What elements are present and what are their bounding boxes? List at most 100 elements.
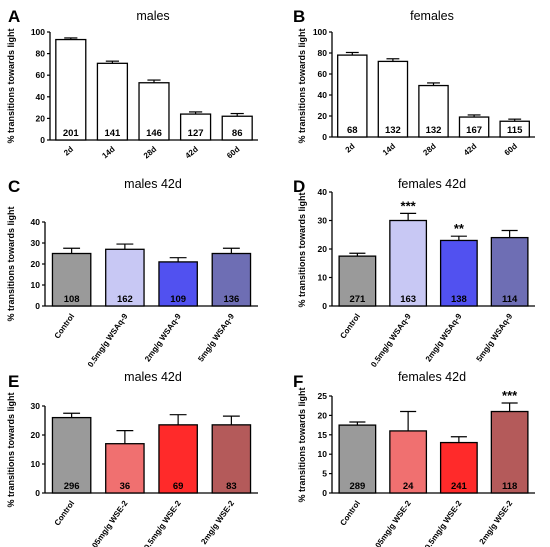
- panel-b-y-tick-label: 60: [318, 69, 328, 79]
- panel-f-n-label: 24: [403, 481, 414, 492]
- panel-b-bar: [418, 84, 449, 138]
- panel-f-x-tick-label: 0.5mg/g WSE-2: [423, 499, 464, 547]
- panel-f-x-tick-label: 2mg/g WSE-2: [478, 499, 515, 546]
- panel-d-significance: ***: [401, 198, 417, 213]
- panel-e-x-tick-label: 0.5mg/g WSE-2: [142, 499, 183, 547]
- panel-f-y-tick-label: 10: [318, 449, 328, 459]
- panel-a-y-tick-label: 40: [36, 92, 46, 102]
- panel-b-y-axis-label: % transitions towards light: [297, 28, 307, 143]
- panel-a-letter: A: [8, 7, 20, 26]
- panel-e-y-tick-label: 30: [31, 401, 41, 411]
- panel-a-x-tick-label: 60d: [225, 145, 241, 161]
- panel-e-n-label: 296: [64, 481, 80, 492]
- panel-a-n-label: 201: [63, 128, 80, 139]
- panel-d-y-axis-label: % transitions towards light: [297, 192, 307, 307]
- panel-d-bar: [490, 236, 529, 307]
- panel-f-y-tick-label: 5: [322, 469, 327, 479]
- panel-a-n-label: 146: [146, 128, 162, 139]
- panel-c-n-label: 162: [117, 294, 133, 305]
- panel-b-y-tick-label: 40: [318, 90, 328, 100]
- panel-e-x-tick-label: Control: [53, 499, 77, 527]
- panel-b-x-tick-label: 14d: [381, 142, 397, 158]
- panel-b-n-label: 68: [347, 125, 358, 136]
- panel-f-title: females 42d: [398, 370, 466, 384]
- panel-c-y-axis-label: % transitions towards light: [6, 206, 16, 321]
- panel-d-n-label: 138: [451, 294, 467, 305]
- panel-d-title: females 42d: [398, 177, 466, 191]
- panel-b-n-label: 132: [426, 125, 442, 136]
- panel-e-n-label: 83: [226, 481, 237, 492]
- panel-f-n-label: 289: [349, 481, 365, 492]
- panel-c-letter: C: [8, 177, 20, 196]
- panel-b-x-tick-label: 28d: [421, 142, 437, 158]
- panel-d-bar: [439, 239, 478, 307]
- panel-b-x-tick-label: 42d: [462, 142, 478, 158]
- panel-a-bar: [179, 113, 212, 141]
- panel-f-bar: [439, 441, 478, 494]
- panel-b-x-tick-label: 60d: [503, 142, 519, 158]
- panel-a-y-tick-label: 80: [36, 49, 46, 59]
- panel-b-x-tick-label: 2d: [344, 142, 357, 155]
- panel-a-n-label: 86: [232, 128, 243, 139]
- panel-c-bar: [105, 248, 145, 307]
- panel-d-y-tick-label: 30: [318, 216, 328, 226]
- panel-f-x-tick-label: 0.05mg/g WSE-2: [370, 499, 413, 547]
- panel-f-letter: F: [293, 372, 303, 391]
- panel-a-y-tick-label: 0: [40, 135, 45, 145]
- panel-c-title: males 42d: [124, 177, 182, 191]
- panel-e-letter: E: [8, 372, 19, 391]
- panel-d-n-label: 163: [400, 294, 416, 305]
- panel-a-title: males: [136, 9, 169, 23]
- panel-f-y-tick-label: 15: [318, 430, 328, 440]
- panel-c-n-label: 109: [170, 294, 186, 305]
- panel-d-x-tick-label: Control: [338, 312, 362, 340]
- panel-c-bar: [158, 261, 198, 307]
- panel-e-title: males 42d: [124, 370, 182, 384]
- panel-d-significance: **: [454, 221, 465, 236]
- panel-d-bar: [338, 255, 377, 307]
- panel-c-n-label: 108: [64, 294, 80, 305]
- panel-c-y-tick-label: 0: [35, 301, 40, 311]
- panel-a-n-label: 141: [104, 128, 121, 139]
- panel-f-n-label: 118: [502, 481, 517, 492]
- panel-b-n-label: 167: [466, 125, 482, 136]
- panel-b-n-label: 132: [385, 125, 401, 136]
- panel-b-n-label: 115: [507, 125, 523, 136]
- panel-e-n-label: 36: [120, 481, 131, 492]
- panel-c-y-tick-label: 10: [31, 280, 41, 290]
- panel-c-y-tick-label: 40: [31, 217, 41, 227]
- panel-d-x-tick-label: 5mg/g WSAq-9: [475, 312, 515, 364]
- panel-a-n-label: 127: [188, 128, 204, 139]
- panel-d-letter: D: [293, 177, 305, 196]
- panel-f-bar: [338, 424, 377, 494]
- panel-b-y-tick-label: 80: [318, 48, 328, 58]
- panel-e-y-tick-label: 0: [35, 488, 40, 498]
- panel-c-bar: [211, 252, 252, 307]
- panel-d-x-tick-label: 2mg/g WSAq-9: [424, 312, 464, 364]
- panel-d-n-label: 114: [502, 294, 518, 305]
- panel-e-bar: [105, 443, 145, 494]
- panel-a-y-tick-label: 100: [31, 27, 45, 37]
- panel-a-x-tick-label: 28d: [142, 145, 158, 161]
- panel-d-y-tick-label: 40: [318, 187, 328, 197]
- panel-d-x-tick-label: 0.5mg/g WSAq-9: [369, 312, 413, 369]
- panel-e-y-tick-label: 10: [31, 459, 41, 469]
- panel-f-y-tick-label: 20: [318, 410, 328, 420]
- panel-a-y-axis-label: % transitions towards light: [6, 28, 16, 143]
- panel-d-y-tick-label: 10: [318, 273, 328, 283]
- panel-c-x-tick-label: 5mg/g WSAq-9: [196, 312, 236, 364]
- panel-e-bar: [211, 424, 252, 494]
- panel-e-y-axis-label: % transitions towards light: [6, 392, 16, 507]
- panel-d-n-label: 271: [349, 294, 366, 305]
- panel-a-x-tick-label: 14d: [100, 145, 116, 161]
- panel-c-x-tick-label: 2mg/g WSAq-9: [143, 312, 183, 364]
- panel-c-bar: [51, 252, 92, 307]
- panel-b-y-tick-label: 100: [313, 27, 327, 37]
- panel-c-y-tick-label: 30: [31, 238, 41, 248]
- panel-f-y-axis-label: % transitions towards light: [297, 387, 307, 502]
- panel-e-n-label: 69: [173, 481, 184, 492]
- panel-d-y-tick-label: 0: [322, 301, 327, 311]
- panel-a-y-tick-label: 60: [36, 70, 46, 80]
- panel-f-significance: ***: [502, 388, 518, 403]
